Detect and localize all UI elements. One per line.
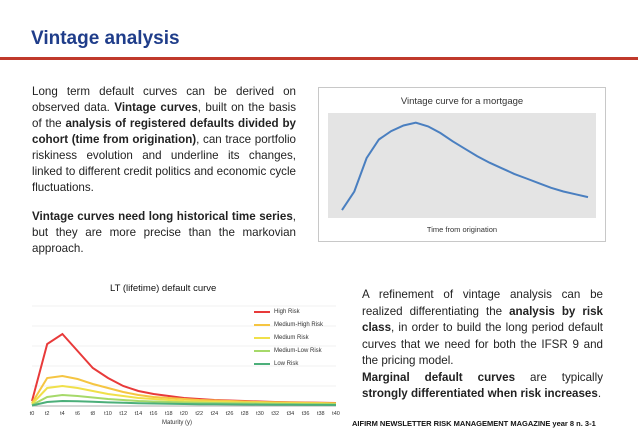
lt-tick-label: t26 [226, 411, 234, 417]
lt-tick-label: t2 [45, 411, 50, 417]
lt-legend-label: High Risk [274, 308, 300, 315]
text-run: , can trace portfolio riskiness evolutio… [32, 133, 296, 194]
text-run: . [597, 387, 602, 400]
vintage-series-line [341, 121, 589, 211]
text-run: , but they are more precise than the mar… [32, 210, 296, 255]
text-run: , built on the basis of the [32, 101, 296, 130]
vintage-chart: Vintage curve for a mortgage Time from o… [318, 87, 606, 242]
lt-legend-item: Medium-High Risk [254, 318, 323, 331]
lt-tick-label: t36 [302, 411, 310, 417]
vintage-x-axis-label: Time from origination [426, 225, 498, 234]
lt-legend-item: High Risk [254, 305, 323, 318]
text-run: Vintage curves [114, 101, 198, 114]
text-run: analysis by risk class [362, 304, 603, 335]
text-run: , in order to build the long period defa… [362, 321, 603, 367]
lt-series-line-1 [31, 374, 337, 405]
text-run: Marginal default curves [362, 370, 516, 384]
vintage-chart-title: Vintage curve for a mortgage [400, 96, 524, 107]
lt-tick-label: t22 [195, 411, 203, 417]
lt-x-axis-label: Maturity (y) [162, 420, 192, 426]
lt-legend-swatch [254, 323, 270, 326]
text-run: A refinement of vintage analysis can be … [362, 288, 603, 318]
page-title: Vintage analysis [31, 28, 180, 49]
right-text-block: A refinement of vintage analysis can be … [362, 287, 603, 403]
lt-legend-label: Low Risk [274, 360, 299, 367]
lt-series-line-4 [31, 399, 337, 407]
lt-legend-swatch [254, 362, 270, 365]
lt-tick-label: t40 [332, 411, 340, 417]
lt-chart-title: LT (lifetime) default curve [110, 283, 217, 294]
lt-tick-label: t10 [104, 411, 112, 417]
lt-legend-item: Medium Risk [254, 331, 323, 344]
lt-tick-label: t4 [60, 411, 65, 417]
left-paragraph-2: Vintage curves need long historical time… [32, 209, 296, 257]
lt-legend-label: Medium-High Risk [274, 321, 324, 328]
lt-tick-label: t24 [211, 411, 219, 417]
vintage-curve-svg [341, 121, 589, 211]
lt-legend-label: Medium Risk [274, 334, 309, 341]
text-run: Long term default curves can be derived … [32, 85, 296, 114]
lt-tick-label: t20 [180, 411, 188, 417]
lt-tick-label: t12 [119, 411, 127, 417]
lt-tick-label: t8 [91, 411, 96, 417]
lt-tick-label: t16 [150, 411, 158, 417]
left-text-block: Long term default curves can be derived … [32, 84, 296, 270]
footer-citation: AIFIRM NEWSLETTER RISK MANAGEMENT MAGAZI… [352, 419, 596, 428]
lt-legend-swatch [254, 310, 270, 313]
lt-tick-label: t6 [75, 411, 80, 417]
title-underline [0, 57, 638, 60]
text-run: strongly differentiated when risk increa… [362, 387, 598, 400]
lt-tick-label: t38 [317, 411, 325, 417]
text-run: are typically [515, 370, 603, 384]
lt-curves-svg: t0 t2 t4 t6 t8 t10 t12 t14 t16 t18 t20 t22 t24 t26 t28… [30, 305, 340, 417]
lt-tick-label: t0 [30, 411, 35, 417]
lt-tick-label: t28 [241, 411, 249, 417]
lt-legend: High Risk Medium-High Risk Medium Risk Medi… [254, 305, 323, 370]
text-run: Vintage curves need long historical time… [32, 210, 293, 223]
text-run: analysis of registered defaults divided … [32, 117, 296, 146]
lt-legend-item: Medium-Low Risk [254, 344, 323, 357]
lt-legend-item: Low Risk [254, 357, 323, 370]
vintage-plot-area [328, 113, 596, 218]
lt-tick-label: t30 [256, 411, 264, 417]
lt-tick-label: t34 [287, 411, 295, 417]
lt-legend-swatch [254, 349, 270, 352]
right-paragraph-1: A refinement of vintage analysis can be … [362, 287, 603, 370]
lt-default-chart: LT (lifetime) default curve t0 t2 t4 t6 t8 t1… [14, 278, 340, 442]
right-paragraph-2: Marginal default curves are typically st… [362, 370, 603, 403]
lt-tick-label: t14 [135, 411, 143, 417]
lt-tick-label: t18 [165, 411, 173, 417]
lt-legend-label: Medium-Low Risk [274, 347, 322, 354]
lt-tick-label: t32 [271, 411, 279, 417]
lt-legend-swatch [254, 336, 270, 339]
left-paragraph-1: Long term default curves can be derived … [32, 84, 296, 196]
